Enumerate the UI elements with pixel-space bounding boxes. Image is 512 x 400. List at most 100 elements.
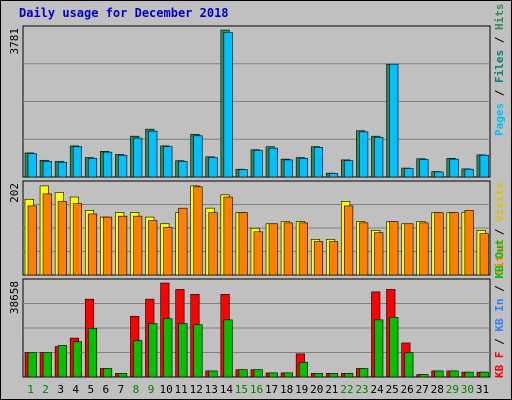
bar-sites-1 xyxy=(27,205,37,276)
bar-sites-30 xyxy=(464,210,474,276)
day-label-16: 16 xyxy=(250,383,263,396)
legend-sep: / xyxy=(493,30,506,50)
bar-kb-in-29 xyxy=(449,370,459,378)
bar-kb-in-18 xyxy=(283,372,293,378)
day-label-17: 17 xyxy=(265,383,278,396)
bar-sites-29 xyxy=(449,212,459,276)
chart-title: Daily usage for December 2018 xyxy=(19,6,229,20)
day-label-31: 31 xyxy=(476,383,489,396)
day-label-22: 22 xyxy=(340,383,353,396)
bar-sites-3 xyxy=(57,201,67,276)
day-label-1: 1 xyxy=(27,383,34,396)
bar-kb-in-1 xyxy=(27,352,37,378)
day-label-9: 9 xyxy=(148,383,155,396)
bar-kb-in-14 xyxy=(223,319,233,378)
day-label-18: 18 xyxy=(280,383,293,396)
bar-sites-13 xyxy=(208,212,218,276)
bar-sites-8 xyxy=(133,215,143,276)
day-label-7: 7 xyxy=(118,383,125,396)
bar-kb-in-25 xyxy=(389,317,399,378)
bar-files-25 xyxy=(389,63,399,178)
bar-files-4 xyxy=(72,146,82,178)
bar-kb-in-21 xyxy=(328,373,339,378)
bar-files-2 xyxy=(42,161,52,178)
bar-files-10 xyxy=(163,146,173,178)
bar-kb-in-8 xyxy=(133,340,143,378)
bar-sites-2 xyxy=(42,193,52,276)
bar-sites-17 xyxy=(268,223,278,276)
max-label-visits: 202 xyxy=(8,183,21,203)
day-label-19: 19 xyxy=(295,383,308,396)
bar-kb-in-26 xyxy=(404,352,414,378)
bar-files-13 xyxy=(208,157,218,178)
bar-sites-16 xyxy=(253,231,263,276)
bar-kb-in-2 xyxy=(42,352,52,378)
bar-sites-24 xyxy=(374,232,384,276)
day-label-27: 27 xyxy=(416,383,429,396)
legend-visits: Visits xyxy=(493,182,506,222)
bar-sites-27 xyxy=(419,222,429,276)
bar-kb-in-5 xyxy=(87,328,98,378)
bar-sites-28 xyxy=(434,212,444,276)
bar-kb-in-22 xyxy=(344,373,354,378)
bar-sites-14 xyxy=(223,196,233,276)
bar-files-6 xyxy=(103,151,113,178)
bar-files-12 xyxy=(193,135,203,178)
bar-files-22 xyxy=(344,160,354,178)
day-label-26: 26 xyxy=(401,383,414,396)
day-label-10: 10 xyxy=(159,383,172,396)
bar-sites-22 xyxy=(344,205,354,276)
bar-sites-12 xyxy=(193,186,203,276)
max-label-hits: 3781 xyxy=(8,28,21,55)
day-label-11: 11 xyxy=(175,383,188,396)
bar-kb-in-16 xyxy=(253,369,263,378)
bar-kb-in-9 xyxy=(148,323,158,378)
day-label-4: 4 xyxy=(72,383,79,396)
bar-kb-in-31 xyxy=(479,371,489,378)
day-label-14: 14 xyxy=(220,383,234,396)
legend-sep: / xyxy=(493,279,506,299)
bar-kb-in-23 xyxy=(359,368,369,378)
bar-kb-in-19 xyxy=(298,362,308,378)
bar-files-3 xyxy=(57,161,67,178)
bar-files-28 xyxy=(434,171,444,178)
bar-kb-in-6 xyxy=(103,368,113,378)
bar-files-29 xyxy=(449,158,459,178)
bar-kb-in-15 xyxy=(238,369,248,378)
bar-kb-in-17 xyxy=(268,372,278,378)
legend-kbf: KB F xyxy=(493,352,506,379)
day-label-15: 15 xyxy=(235,383,248,396)
bar-sites-11 xyxy=(178,207,188,276)
legend-sites: Sites xyxy=(493,242,506,275)
day-label-3: 3 xyxy=(57,383,64,396)
bar-sites-31 xyxy=(479,233,489,276)
bar-sites-26 xyxy=(404,223,414,276)
bar-files-11 xyxy=(178,161,188,178)
bar-kb-in-24 xyxy=(374,319,384,378)
bar-kb-in-4 xyxy=(72,341,82,378)
bar-files-14 xyxy=(223,32,233,178)
bar-sites-10 xyxy=(163,227,173,276)
bar-kb-in-12 xyxy=(193,324,203,378)
legend-sep: / xyxy=(493,83,506,103)
bar-files-9 xyxy=(148,130,158,178)
bar-files-20 xyxy=(313,147,324,178)
day-label-13: 13 xyxy=(205,383,218,396)
bar-kb-in-11 xyxy=(178,323,188,378)
bar-sites-20 xyxy=(313,241,324,276)
bar-files-31 xyxy=(479,154,489,178)
bar-files-24 xyxy=(374,137,384,178)
bar-sites-23 xyxy=(359,222,369,276)
bar-files-27 xyxy=(419,159,429,178)
bar-files-16 xyxy=(253,150,263,178)
legend-kb-panel: KB F / KB In / KB Out xyxy=(493,239,506,378)
legend-pages: Pages xyxy=(493,103,506,136)
day-label-2: 2 xyxy=(42,383,49,396)
legend-hits: Hits xyxy=(493,4,506,31)
day-label-28: 28 xyxy=(431,383,444,396)
bar-files-7 xyxy=(118,154,128,178)
legend-kbout: KB Out xyxy=(493,239,506,279)
bar-files-18 xyxy=(283,159,293,178)
bar-kb-in-28 xyxy=(434,370,444,378)
